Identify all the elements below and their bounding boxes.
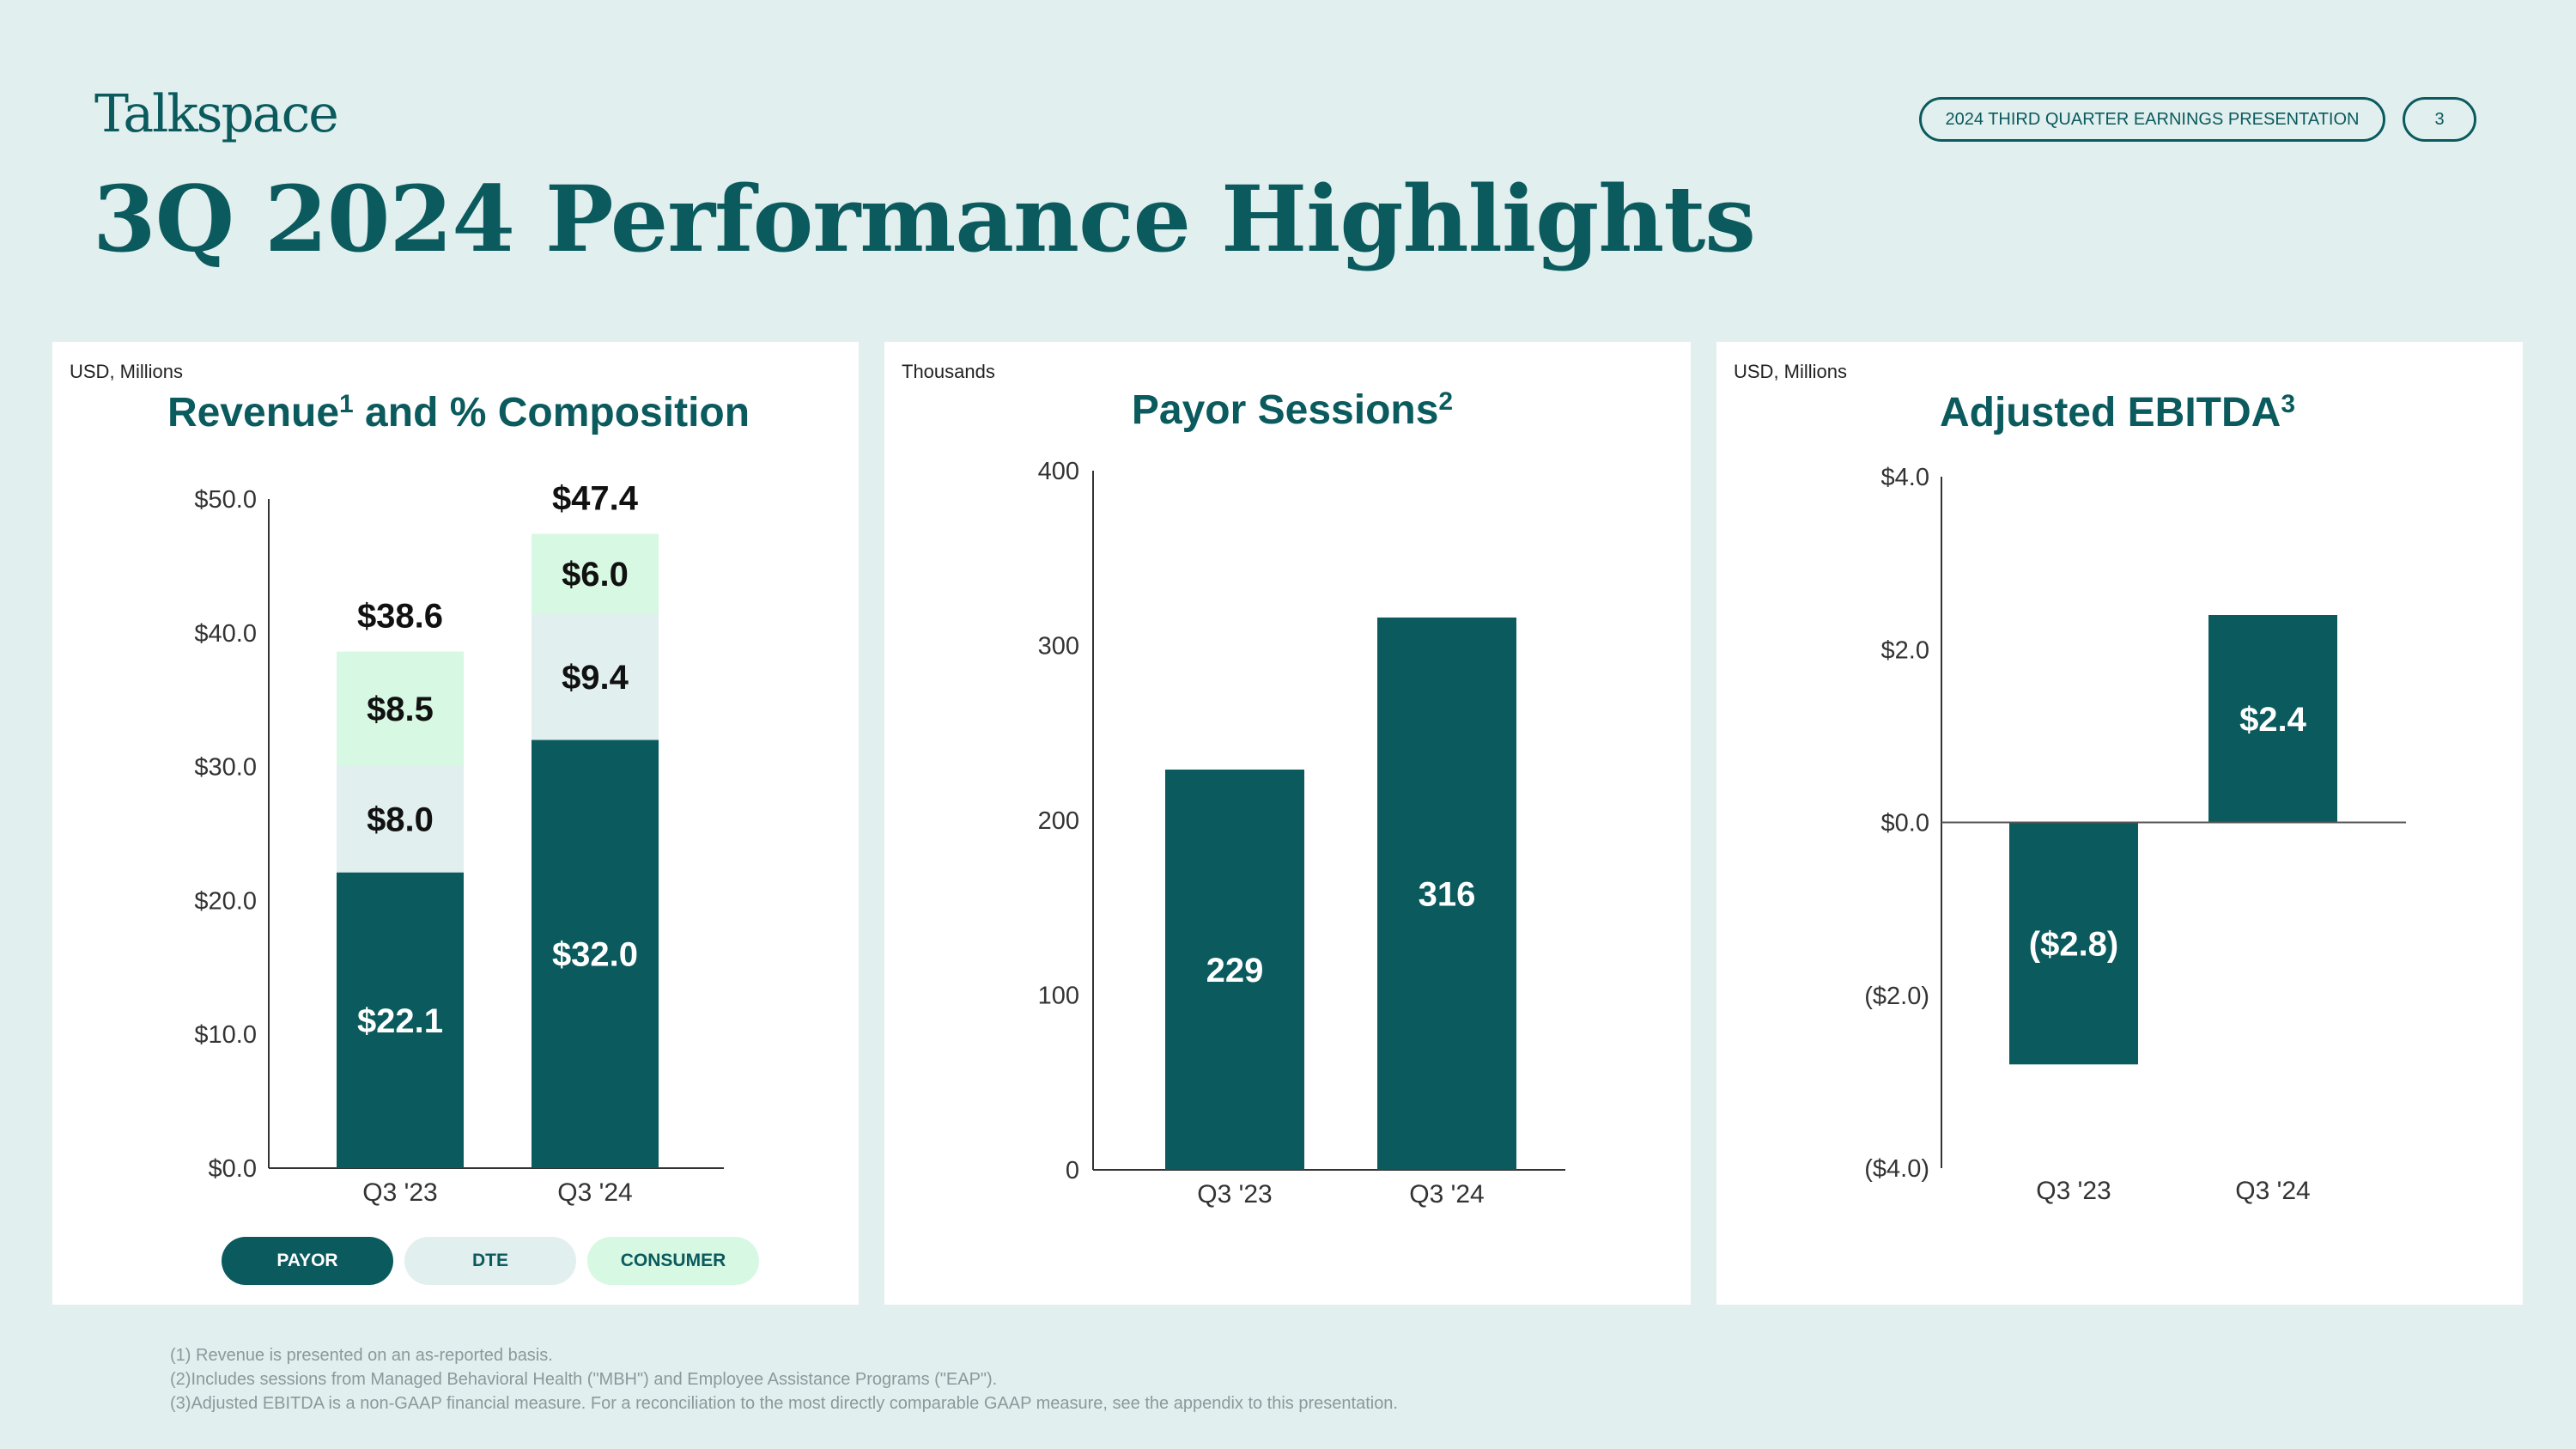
data-label: $22.1 — [357, 1002, 443, 1040]
bar-consumer-q3-24 — [532, 533, 659, 614]
bar-q3-23 — [2009, 822, 2138, 1065]
data-label: ($2.8) — [2029, 925, 2119, 963]
footnotes: (1) Revenue is presented on an as-report… — [170, 1343, 1398, 1416]
bar-q3-24 — [1377, 617, 1516, 1170]
data-label: 316 — [1419, 875, 1476, 913]
x-tick-label: Q3 '23 — [2036, 1177, 2111, 1205]
footnote-3: (3)Adjusted EBITDA is a non-GAAP financi… — [170, 1394, 1398, 1413]
y-tick-label: 300 — [1038, 633, 1079, 661]
sessions-unit-label: Thousands — [902, 361, 995, 382]
x-tick-label: Q3 '23 — [1197, 1180, 1272, 1209]
page-number: 3 — [2403, 97, 2476, 142]
y-tick-label: $40.0 — [194, 620, 257, 648]
total-label: $38.6 — [357, 598, 443, 636]
revenue-unit-label: USD, Millions — [70, 361, 184, 382]
bar-q3-24 — [2208, 615, 2337, 823]
x-tick-label: Q3 '24 — [1409, 1180, 1484, 1209]
ebitda-unit-label: USD, Millions — [1734, 361, 1848, 382]
footnote-1: (1) Revenue is presented on an as-report… — [170, 1346, 553, 1365]
talkspace-logo: Talkspace — [94, 84, 339, 144]
bar-consumer-q3-23 — [337, 651, 464, 766]
bar-q3-23 — [1165, 769, 1304, 1170]
ebitda-chart-title: Adjusted EBITDA3 — [1940, 390, 2295, 435]
x-tick-label: Q3 '24 — [557, 1178, 632, 1207]
y-tick-label: 400 — [1038, 458, 1079, 485]
y-tick-label: 0 — [1066, 1157, 1079, 1184]
y-tick-label: $20.0 — [194, 887, 257, 915]
y-tick-label: ($4.0) — [1864, 1155, 1929, 1183]
payor-sessions-chart: Payor Sessions2 0 100 200 300 400 229 Q3 '23 31… — [1038, 387, 1565, 1209]
revenue-chart: Revenue1 and % Composition $0.0 $10.0 $20.… — [167, 390, 750, 1207]
footnote-2: (2)Includes sessions from Managed Behavi… — [170, 1370, 998, 1389]
data-label: $2.4 — [2239, 701, 2307, 739]
payor-sessions-panel: Thousands Payor Sessions2 0 100 200 300 400 2… — [884, 342, 1691, 1305]
x-tick-label: Q3 '23 — [362, 1178, 437, 1207]
bar-payor-q3-23 — [337, 872, 464, 1168]
sessions-chart-title: Payor Sessions2 — [1132, 387, 1453, 433]
ebitda-panel: USD, Millions Adjusted EBITDA3 ($4.0) ($2… — [1716, 342, 2523, 1305]
data-label: $32.0 — [552, 936, 638, 974]
y-tick-label: 200 — [1038, 807, 1079, 835]
revenue-legend: PAYOR DTE CONSUMER — [222, 1237, 759, 1285]
y-tick-label: $10.0 — [194, 1021, 257, 1049]
revenue-chart-title: Revenue1 and % Composition — [167, 390, 750, 435]
y-tick-label: $30.0 — [194, 754, 257, 782]
data-label: $8.0 — [367, 801, 434, 838]
bar-dte-q3-24 — [532, 613, 659, 740]
legend-consumer: CONSUMER — [587, 1237, 759, 1285]
data-label: $8.5 — [367, 691, 434, 728]
y-tick-label: 100 — [1038, 983, 1079, 1010]
legend-dte: DTE — [404, 1237, 576, 1285]
bar-dte-q3-23 — [337, 765, 464, 873]
x-tick-label: Q3 '24 — [2235, 1177, 2310, 1205]
y-tick-label: $2.0 — [1881, 636, 1929, 664]
bar-payor-q3-24 — [532, 740, 659, 1168]
ebitda-chart: Adjusted EBITDA3 ($4.0) ($2.0) $0.0 $2.0 $4.… — [1864, 390, 2406, 1205]
data-label: 229 — [1206, 952, 1264, 989]
data-label: $6.0 — [562, 556, 629, 594]
legend-payor: PAYOR — [222, 1237, 393, 1285]
y-tick-label: $4.0 — [1881, 464, 1929, 491]
data-label: $9.4 — [562, 659, 629, 697]
y-tick-label: $0.0 — [1881, 810, 1929, 837]
presentation-label: 2024 THIRD QUARTER EARNINGS PRESENTATION — [1919, 97, 2385, 142]
y-tick-label: $50.0 — [194, 486, 257, 514]
y-tick-label: ($2.0) — [1864, 983, 1929, 1010]
y-tick-label: $0.0 — [209, 1155, 257, 1183]
page-title: 3Q 2024 Performance Highlights — [93, 165, 1756, 272]
revenue-panel: USD, Millions Revenue1 and % Composition… — [52, 342, 859, 1305]
total-label: $47.4 — [552, 480, 639, 518]
